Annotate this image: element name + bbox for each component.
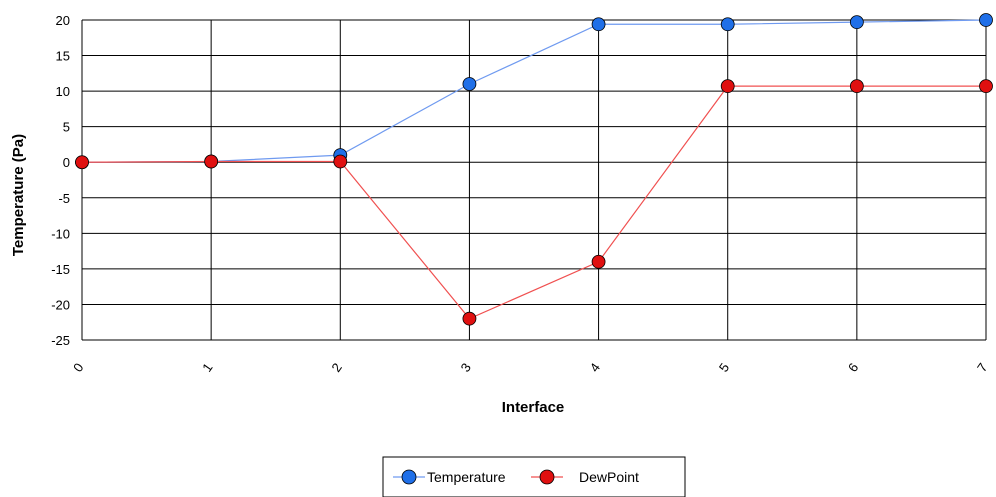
series-dewpoint [75, 79, 993, 326]
legend-label-dewpoint: DewPoint [579, 469, 639, 485]
series-line-dewpoint [81, 85, 986, 320]
x-tick-label: 2 [328, 360, 344, 375]
data-point-dewpoint [591, 254, 606, 269]
x-tick-label: 4 [587, 360, 603, 375]
data-point-dewpoint [204, 154, 219, 169]
y-tick-label: 20 [56, 13, 70, 28]
data-point-dewpoint [333, 154, 348, 169]
x-axis-title: Interface [502, 399, 565, 416]
y-tick-label: -10 [51, 226, 70, 241]
x-tick-label: 3 [458, 360, 474, 375]
x-tick-label: 5 [716, 360, 732, 375]
data-point-dewpoint [720, 79, 735, 94]
y-tick-label: -15 [51, 262, 70, 277]
data-point-temperature [979, 13, 993, 27]
y-tick-label: 5 [63, 120, 70, 135]
data-point-dewpoint [75, 155, 89, 170]
grid [81, 19, 987, 341]
y-tick-label: 10 [56, 84, 70, 99]
x-tick-label: 0 [70, 360, 86, 375]
legend-label-temperature: Temperature [427, 469, 506, 485]
x-axis-ticks: 0 1 2 3 4 5 6 7 [70, 360, 990, 375]
data-point-dewpoint [979, 79, 993, 94]
data-point-temperature [591, 17, 606, 32]
x-tick-label: 7 [974, 360, 990, 375]
legend-swatch-dewpoint-marker [539, 469, 555, 485]
y-tick-label: -5 [58, 191, 70, 206]
data-point-temperature [720, 17, 735, 32]
legend: Temperature DewPoint [382, 456, 686, 497]
y-tick-label: -25 [51, 333, 70, 348]
data-point-temperature [849, 15, 864, 30]
x-tick-label: 6 [845, 360, 861, 375]
y-axis-title: Temperature (Pa) [10, 134, 27, 256]
y-tick-label: 15 [56, 49, 70, 64]
data-point-temperature [462, 77, 477, 91]
series-line-temperature [81, 19, 987, 163]
y-tick-label: -20 [51, 297, 70, 312]
y-axis-ticks: 20 15 10 5 0 -5 -10 -15 -20 -25 [51, 13, 70, 348]
x-tick-label: 1 [199, 360, 215, 375]
y-tick-label: 0 [63, 155, 70, 170]
series-lines [75, 13, 993, 326]
legend-swatch-temperature-marker [401, 469, 417, 485]
data-point-dewpoint [849, 79, 864, 94]
data-point-dewpoint [462, 311, 477, 326]
